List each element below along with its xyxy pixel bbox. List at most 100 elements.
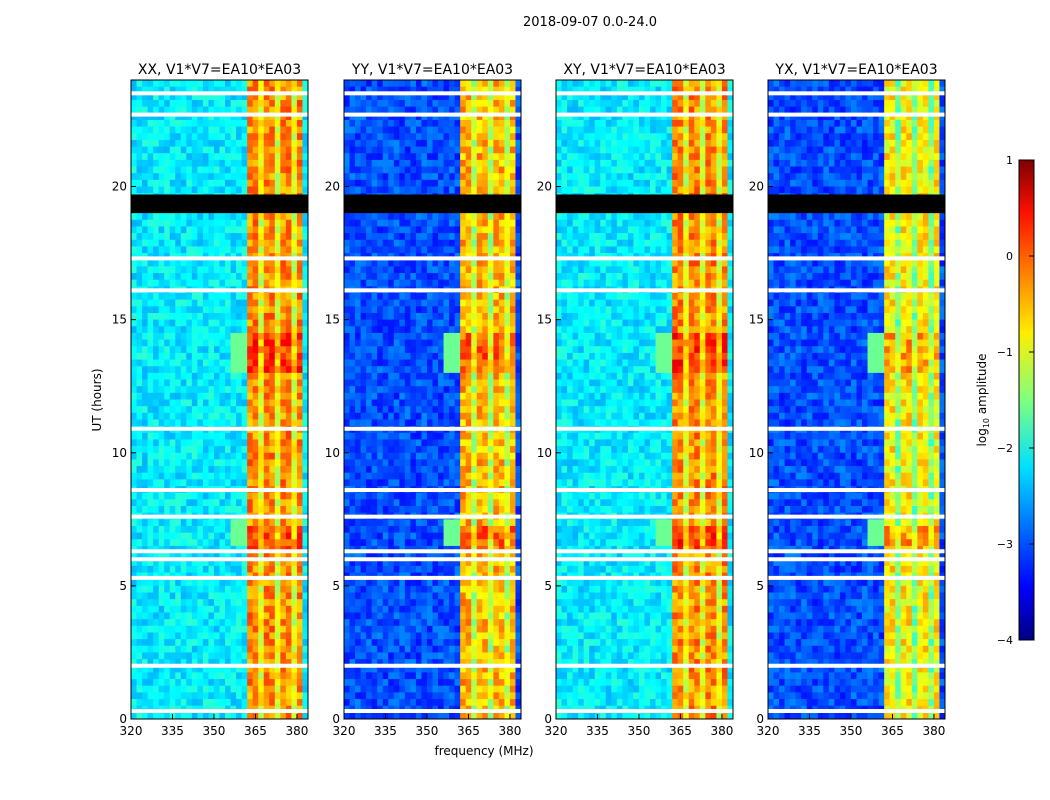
heatmap-cell: [399, 452, 406, 460]
heatmap-cell: [263, 266, 270, 274]
heatmap-cell: [225, 299, 231, 307]
heatmap-cell: [377, 93, 384, 101]
heatmap-cell: [225, 665, 231, 673]
heatmap-cell: [175, 346, 182, 354]
heatmap-cell: [371, 126, 378, 134]
heatmap-cell: [421, 319, 428, 327]
heatmap-cell: [191, 259, 198, 267]
heatmap-cell: [355, 459, 361, 467]
heatmap-cell: [180, 439, 187, 447]
heatmap-cell: [131, 273, 137, 281]
heatmap-cell: [230, 419, 237, 427]
heatmap-cell: [186, 599, 193, 607]
heatmap-cell: [291, 406, 298, 414]
heatmap-cell: [241, 412, 248, 420]
heatmap-cell: [208, 399, 215, 407]
heatmap-cell: [225, 326, 231, 334]
heatmap-cell: [280, 672, 287, 680]
heatmap-cell: [410, 439, 417, 447]
heatmap-cell: [169, 279, 176, 287]
heatmap-cell: [421, 80, 428, 88]
heatmap-cell: [296, 585, 303, 593]
heatmap-cell: [493, 93, 500, 101]
heatmap-cell: [291, 226, 298, 234]
heatmap-cell: [219, 319, 226, 327]
heatmap-cell: [274, 166, 281, 174]
heatmap-cell: [404, 326, 411, 334]
heatmap-cell: [169, 299, 176, 307]
heatmap-cell: [164, 506, 171, 514]
heatmap-cell: [169, 226, 176, 234]
heatmap-cell: [399, 219, 406, 227]
heatmap-cell: [498, 259, 505, 267]
heatmap-cell: [504, 392, 511, 400]
heatmap-cell: [296, 612, 303, 620]
heatmap-cell: [236, 279, 243, 287]
heatmap-cell: [142, 459, 148, 467]
heatmap-cell: [153, 179, 160, 187]
heatmap-cell: [302, 266, 309, 274]
heatmap-cell: [241, 639, 248, 647]
heatmap-cell: [213, 632, 220, 640]
heatmap-cell: [252, 652, 259, 660]
heatmap-cell: [482, 466, 489, 474]
heatmap-cell: [230, 619, 237, 627]
flagged-white-line: [131, 112, 308, 117]
flagged-white-line: [131, 91, 308, 96]
heatmap-cell: [213, 559, 220, 567]
heatmap-cell: [355, 279, 361, 287]
heatmap-cell: [153, 639, 160, 647]
heatmap-cell: [164, 213, 171, 221]
heatmap-cell: [186, 99, 193, 108]
heatmap-cell: [241, 539, 248, 547]
heatmap-cell: [164, 266, 171, 274]
heatmap-cell: [509, 446, 516, 454]
heatmap-cell: [382, 113, 389, 121]
heatmap-cell: [291, 213, 298, 221]
heatmap-cell: [404, 279, 411, 287]
heatmap-cell: [247, 179, 254, 187]
heatmap-cell: [147, 559, 154, 567]
heatmap-cell: [180, 372, 187, 380]
heatmap-cell: [377, 439, 384, 447]
heatmap-cell: [241, 339, 248, 347]
heatmap-cell: [252, 452, 259, 460]
heatmap-cell: [131, 339, 137, 347]
heatmap-cell: [236, 639, 243, 647]
heatmap-cell: [454, 99, 461, 108]
heatmap-cell: [197, 372, 204, 380]
heatmap-cell: [410, 366, 417, 374]
heatmap-cell: [296, 86, 303, 94]
heatmap-cell: [382, 352, 389, 360]
heatmap-cell: [169, 259, 176, 267]
heatmap-cell: [225, 352, 231, 360]
heatmap-cell: [432, 159, 439, 167]
heatmap-cell: [471, 219, 478, 227]
heatmap-cell: [509, 372, 516, 380]
heatmap-cell: [360, 146, 367, 154]
heatmap-cell: [291, 645, 298, 653]
heatmap-cell: [186, 332, 193, 340]
heatmap-cell: [454, 259, 461, 267]
heatmap-cell: [410, 246, 417, 254]
heatmap-cell: [269, 632, 276, 640]
heatmap-cell: [509, 226, 516, 234]
heatmap-cell: [208, 605, 215, 613]
heatmap-cell: [142, 665, 148, 673]
heatmap-cell: [225, 359, 231, 367]
heatmap-cell: [504, 359, 511, 367]
heatmap-cell: [285, 99, 292, 108]
heatmap-cell: [415, 372, 422, 380]
heatmap-cell: [515, 266, 522, 274]
heatmap-cell: [169, 246, 176, 254]
heatmap-cell: [449, 133, 456, 141]
heatmap-cell: [515, 446, 522, 454]
heatmap-cell: [191, 246, 198, 254]
heatmap-cell: [285, 146, 292, 154]
heatmap-cell: [269, 299, 276, 307]
heatmap-cell: [225, 539, 231, 547]
heatmap-cell: [147, 386, 154, 394]
heatmap-cell: [169, 652, 176, 660]
heatmap-cell: [438, 213, 444, 221]
heatmap-cell: [169, 406, 176, 414]
